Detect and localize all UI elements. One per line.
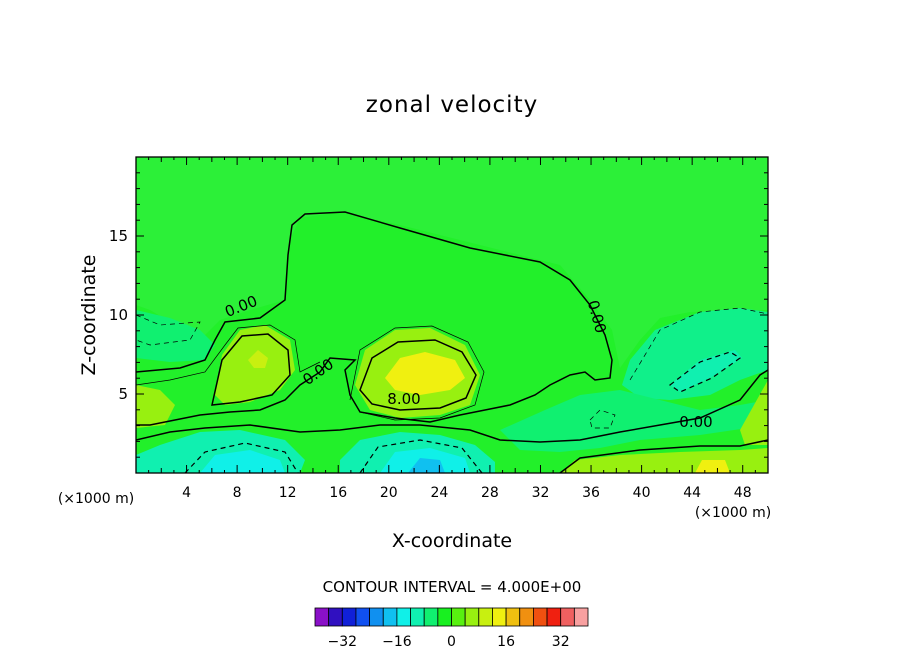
- colorbar-tick-label: 16: [497, 634, 515, 650]
- dashed-contour-right: [668, 351, 742, 393]
- contour-label: 0.00: [679, 413, 712, 431]
- colorbar-swatch: [533, 607, 548, 627]
- contour-interval-label: CONTOUR INTERVAL = 4.000E+00: [323, 578, 582, 596]
- colorbar-tick-label: 32: [552, 634, 570, 650]
- thin-contour-center: [349, 325, 485, 421]
- lower-cyan-core-left: [200, 450, 285, 473]
- colorbar-swatch: [492, 607, 507, 627]
- colorbar-swatch: [546, 607, 562, 627]
- colorbar-tick-label: 0: [447, 634, 456, 650]
- mid-right-cyan: [500, 390, 768, 452]
- colorbar-swatch: [410, 607, 425, 627]
- x-tick-label: 4: [182, 485, 191, 501]
- x-tick-label: 36: [582, 485, 600, 501]
- colorbar-swatch: [396, 607, 411, 627]
- colorbar-tick-label: −16: [382, 634, 412, 650]
- chart-title: zonal velocity: [366, 92, 538, 118]
- x-tick-label: 16: [329, 485, 347, 501]
- dashed-contour-lower-left: [184, 442, 299, 473]
- yellow-green-core-left: [248, 350, 268, 368]
- lower-right-contour: [559, 439, 768, 473]
- x-tick-label: 20: [380, 485, 398, 501]
- zero-contour-main: [136, 211, 613, 426]
- x-tick-label: 28: [481, 485, 499, 501]
- colorbar: −32 −16 0 16 32: [314, 607, 589, 650]
- colorbar-swatch: [382, 607, 398, 627]
- x-axis-title: X-coordinate: [392, 530, 512, 552]
- colorbar-swatch: [478, 607, 493, 627]
- x-tick-label: 40: [633, 485, 651, 501]
- lower-blue-core: [408, 458, 445, 473]
- y-tick-label: 10: [109, 306, 128, 324]
- colorbar-swatch: [369, 607, 384, 627]
- x-tick-label: 32: [532, 485, 550, 501]
- colorbar-swatch: [328, 607, 343, 627]
- x-tick-label: 8: [233, 485, 242, 501]
- colorbar-swatch: [314, 607, 330, 627]
- contour-field: [136, 157, 768, 473]
- teal-core-right: [670, 350, 742, 392]
- x-tick-label: 44: [683, 485, 701, 501]
- eight-contour-center: [359, 339, 477, 411]
- colorbar-swatch: [560, 607, 575, 627]
- eight-contour-left: [211, 333, 291, 406]
- colorbar-swatch: [451, 607, 466, 627]
- colorbar-swatch: [573, 607, 589, 627]
- x-tick-label: 48: [734, 485, 752, 501]
- colorbar-swatch: [341, 607, 357, 627]
- colorbar-swatch: [519, 607, 534, 627]
- colorbar-tick-label: −32: [328, 634, 358, 650]
- y-tick-label: 5: [118, 385, 128, 403]
- upper-field-region: [136, 157, 768, 368]
- y-axis-title: Z-coordinate: [78, 255, 100, 376]
- colorbar-swatch: [505, 607, 521, 627]
- contour-label: 8.00: [387, 390, 420, 408]
- colorbar-swatch: [355, 607, 371, 627]
- z-unit-label: (×1000 m): [58, 491, 134, 507]
- contour-lines: [136, 211, 768, 473]
- x-unit-label: (×1000 m): [695, 505, 771, 521]
- dashed-contour-left-top: [136, 314, 201, 346]
- yellow-core-center: [385, 352, 465, 395]
- dashed-contour-lower-center: [359, 439, 483, 473]
- yellow-green-left-edge: [136, 385, 175, 428]
- thin-contour-upper-left: [136, 324, 321, 386]
- right-edge-yellow: [740, 380, 768, 445]
- x-tick-label: 24: [430, 485, 448, 501]
- y-tick-label: 15: [109, 227, 128, 245]
- colorbar-swatch: [464, 607, 480, 627]
- zero-contour-lower: [136, 369, 768, 443]
- dashed-contour-right-outer: [629, 307, 768, 381]
- colorbar-swatch: [423, 607, 439, 627]
- dashed-contour-mid-right: [589, 409, 616, 429]
- cyan-band-right: [622, 308, 768, 400]
- x-tick-label: 12: [279, 485, 297, 501]
- colorbar-swatch: [437, 607, 452, 627]
- lower-right-core: [695, 460, 730, 473]
